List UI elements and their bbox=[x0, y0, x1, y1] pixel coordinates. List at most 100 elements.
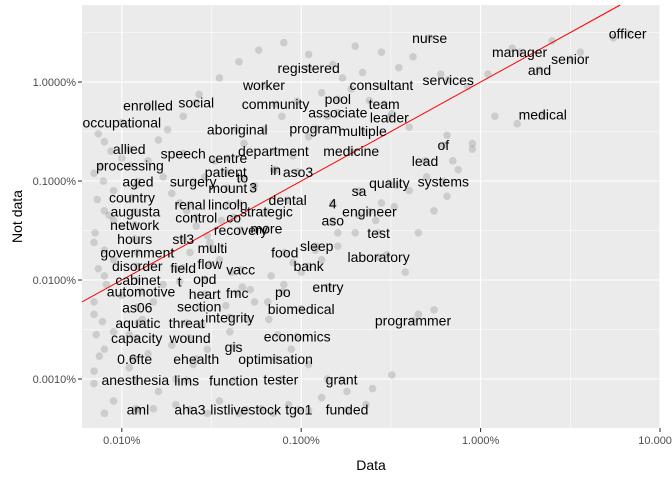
word-label: test bbox=[367, 225, 390, 241]
data-point bbox=[149, 405, 158, 413]
word-label: aso bbox=[322, 212, 345, 228]
data-point bbox=[304, 360, 313, 369]
major-gridlines bbox=[82, 5, 661, 428]
word-label: section bbox=[177, 299, 221, 315]
word-label: surgery bbox=[170, 173, 217, 189]
data-point bbox=[280, 38, 288, 47]
data-point bbox=[100, 207, 109, 215]
word-label: tgo1 bbox=[285, 402, 312, 418]
data-point bbox=[238, 283, 247, 291]
word-label: 4 bbox=[329, 196, 337, 212]
y-tick-label: 0.1000% bbox=[33, 176, 77, 188]
data-point bbox=[390, 202, 399, 211]
word-point bbox=[623, 29, 632, 38]
data-point bbox=[125, 363, 134, 372]
word-label: processing bbox=[96, 158, 164, 174]
word-point bbox=[297, 305, 305, 313]
word-label: stl3 bbox=[172, 231, 194, 247]
data-point bbox=[195, 90, 203, 99]
data-point bbox=[250, 181, 259, 190]
word-label: aboriginal bbox=[207, 122, 268, 138]
data-point bbox=[117, 222, 126, 230]
word-label: more bbox=[250, 221, 282, 237]
word-label: funded bbox=[326, 402, 369, 418]
word-label: fmc bbox=[226, 285, 249, 301]
word-label: listlivestock bbox=[210, 402, 282, 418]
word-label: registered bbox=[277, 60, 339, 76]
data-point bbox=[254, 46, 263, 54]
data-point bbox=[144, 157, 152, 165]
word-label: wound bbox=[168, 330, 210, 346]
word-label: senior bbox=[551, 51, 589, 67]
word-label: lincoln bbox=[208, 196, 248, 212]
data-point bbox=[100, 345, 109, 354]
data-point bbox=[100, 409, 109, 418]
word-label: function bbox=[209, 372, 258, 388]
word-point bbox=[358, 127, 367, 135]
data-point bbox=[172, 375, 180, 383]
word-point bbox=[328, 199, 337, 208]
data-point bbox=[102, 280, 111, 289]
data-point bbox=[107, 147, 115, 156]
word-label: engineer bbox=[342, 204, 397, 220]
word-point bbox=[133, 262, 142, 270]
word-point bbox=[439, 141, 448, 150]
word-point bbox=[229, 376, 238, 385]
word-point bbox=[233, 125, 242, 134]
data-point bbox=[163, 125, 172, 134]
word-point bbox=[249, 183, 257, 192]
data-point bbox=[149, 298, 158, 306]
data-point bbox=[430, 207, 438, 215]
word-point bbox=[179, 235, 188, 243]
data-point bbox=[105, 211, 113, 220]
word-label: po bbox=[275, 284, 291, 300]
data-point bbox=[508, 44, 516, 52]
word-point bbox=[535, 65, 544, 74]
word-label: medical bbox=[519, 106, 567, 122]
labeled-points bbox=[117, 29, 632, 414]
word-label: of bbox=[438, 137, 450, 153]
data-point bbox=[405, 123, 414, 131]
data-point bbox=[422, 173, 431, 181]
data-point bbox=[576, 48, 585, 57]
word-label: lead bbox=[412, 153, 438, 169]
word-point bbox=[195, 302, 203, 311]
word-label: centre bbox=[208, 150, 247, 166]
word-label: bank bbox=[293, 258, 324, 274]
word-point bbox=[385, 179, 394, 188]
data-point bbox=[138, 315, 147, 324]
word-label: recovery bbox=[214, 222, 268, 238]
plot-panel bbox=[82, 5, 660, 428]
reference-line bbox=[81, 4, 621, 303]
data-point bbox=[192, 222, 201, 230]
x-tick-label: 1.000% bbox=[462, 435, 500, 447]
word-point bbox=[271, 166, 280, 174]
word-label: manager bbox=[492, 44, 548, 60]
data-point bbox=[358, 68, 367, 77]
word-label: vacc bbox=[226, 262, 255, 278]
data-point bbox=[90, 298, 98, 306]
data-point bbox=[334, 242, 342, 250]
word-point bbox=[236, 226, 245, 234]
word-label: quality bbox=[369, 175, 409, 191]
word-label: nurse bbox=[412, 30, 447, 46]
data-point bbox=[317, 256, 326, 264]
data-point bbox=[343, 387, 351, 396]
word-label: multi bbox=[198, 240, 228, 256]
data-point bbox=[317, 88, 326, 97]
data-point bbox=[351, 42, 360, 51]
data-point bbox=[172, 264, 180, 273]
word-label: biomedical bbox=[268, 301, 335, 317]
word-label: ehealth bbox=[173, 351, 219, 367]
data-point bbox=[365, 96, 374, 105]
word-point bbox=[133, 303, 142, 312]
word-label: program bbox=[289, 120, 341, 136]
word-point bbox=[192, 213, 201, 222]
y-axis-ticks: 0.0010% 0.0100% 0.1000% 1.0000% bbox=[33, 77, 82, 386]
x-tick-label: 0.100% bbox=[283, 435, 321, 447]
data-point bbox=[414, 228, 423, 237]
word-point bbox=[343, 405, 351, 414]
word-point bbox=[186, 200, 194, 209]
data-point bbox=[260, 125, 268, 134]
